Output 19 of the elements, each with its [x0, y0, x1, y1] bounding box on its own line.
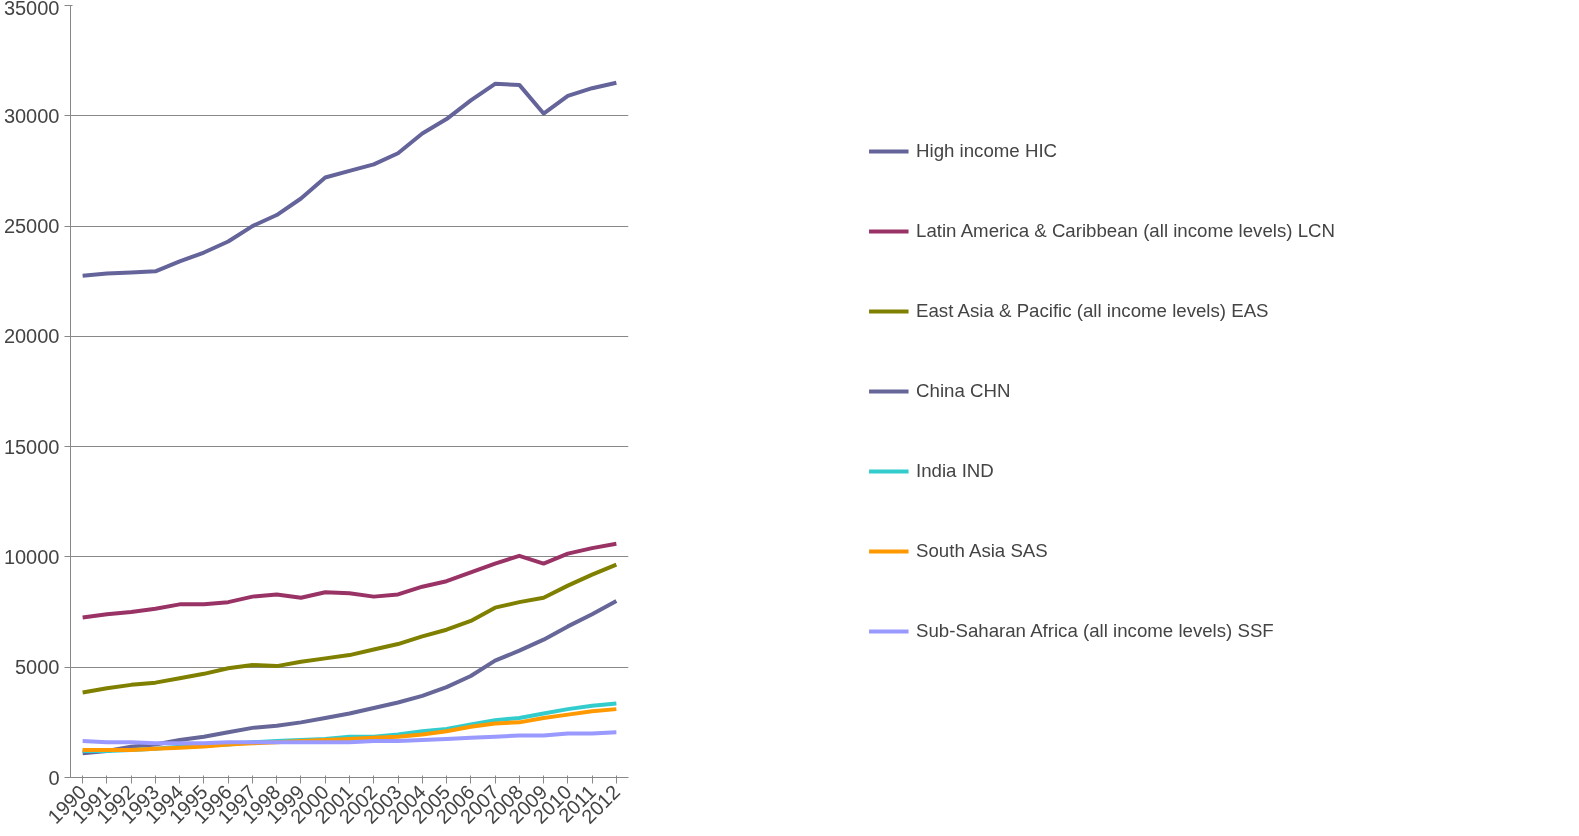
legend-label: India IND [916, 460, 994, 482]
line-series [80, 730, 619, 746]
legend-label: China CHN [916, 380, 1011, 402]
line-series [80, 541, 619, 620]
legend-label: East Asia & Pacific (all income levels) EAS [916, 300, 1269, 322]
y-tick-label: 15000 [3, 435, 60, 458]
line-series [80, 562, 619, 695]
y-tick-label: 0 [48, 766, 60, 789]
legend-label: High income HIC [916, 140, 1058, 162]
y-tick-label: 20000 [3, 325, 60, 348]
y-tick-label: 30000 [3, 104, 60, 127]
line-series [80, 80, 619, 278]
y-tick-label: 35000 [3, 0, 60, 19]
y-tick-label: 10000 [3, 545, 60, 568]
legend-label: Latin America & Caribbean (all income levels) LCN [916, 220, 1335, 242]
legend-label: Sub-Saharan Africa (all income levels) SSF [916, 620, 1274, 642]
y-tick-label: 25000 [3, 215, 60, 238]
y-tick-label: 5000 [15, 656, 60, 679]
legend-label: South Asia SAS [916, 540, 1048, 562]
